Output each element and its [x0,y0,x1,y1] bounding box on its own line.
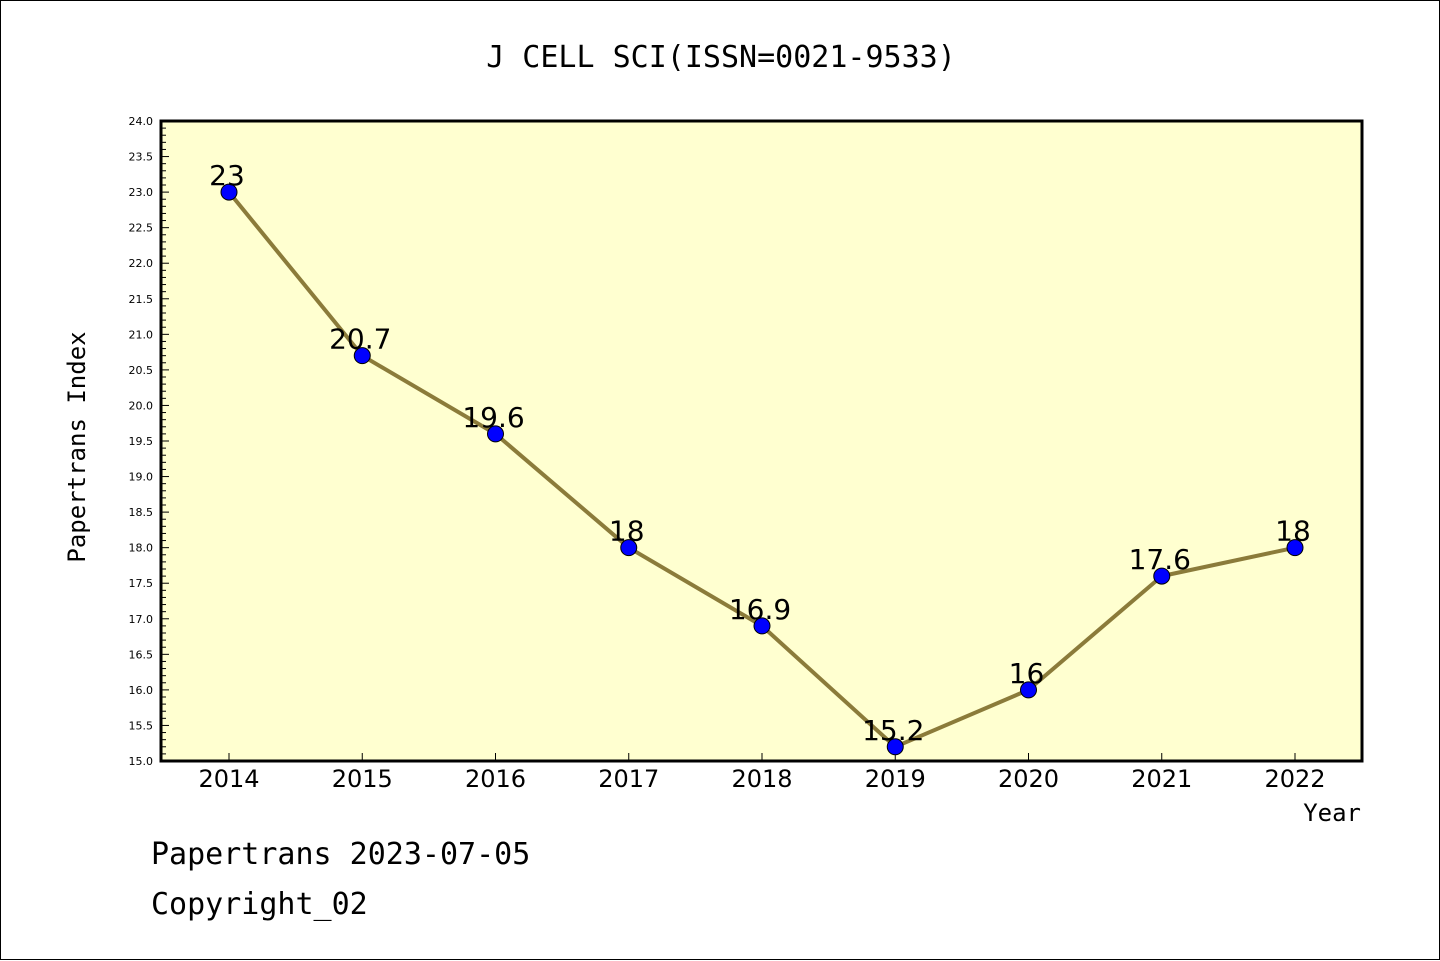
data-point [886,738,904,756]
data-label: 19.6 [462,401,524,434]
y-tick-label: 18.0 [129,542,154,555]
data-label: 15.2 [862,714,924,747]
x-tick-label: 2016 [465,765,526,793]
y-tick-label: 16.0 [129,684,154,697]
data-point [620,539,638,557]
footer-date: Papertrans 2023-07-05 [151,837,531,872]
y-axis-label: Papertrans Index [63,331,91,562]
data-label: 17.6 [1129,543,1191,576]
x-tick-label: 2014 [198,765,259,793]
x-tick-label: 2019 [865,765,926,793]
y-tick-label: 23.0 [129,186,154,199]
y-tick-label: 22.0 [129,257,154,270]
x-tick-label: 2020 [998,765,1059,793]
x-tick-label: 2017 [598,765,659,793]
y-tick-label: 15.5 [129,719,154,732]
data-point [1153,567,1171,585]
y-tick-label: 21.0 [129,328,154,341]
data-label: 18 [1275,515,1311,548]
data-point [487,425,504,443]
y-tick-label: 17.5 [129,577,154,590]
y-tick-label: 22.5 [129,222,154,235]
x-axis-label: Year [1303,799,1361,827]
data-point [1286,539,1304,557]
y-tick-label: 24.0 [129,115,154,128]
x-tick-label: 2022 [1264,765,1325,793]
y-tick-label: 20.0 [129,399,154,412]
y-tick-label: 15.0 [129,755,154,768]
y-axis-ticks: 15.0 15.5 16.0 16.5 17.0 17.5 18.0 18.5 19.0 19.5… [129,115,169,768]
y-tick-label: 18.5 [129,506,154,519]
data-label: 16 [1009,657,1045,690]
y-tick-label: 21.5 [129,293,154,306]
y-tick-label: 17.0 [129,613,154,626]
data-label: 20.7 [329,323,391,356]
data-point [1020,681,1037,699]
data-label: 16.9 [729,593,791,626]
y-tick-label: 23.5 [129,151,154,164]
data-point [753,617,771,635]
data-point [220,183,238,201]
y-tick-label: 19.0 [129,471,154,484]
x-tick-label: 2015 [332,765,393,793]
data-point [353,347,371,365]
x-tick-label: 2018 [731,765,792,793]
chart-title: J CELL SCI(ISSN=0021-9533) [486,40,956,75]
series-group: 23 20.7 19.6 18 16.9 15.2 16 17.6 18 [209,159,1311,756]
y-tick-label: 19.5 [129,435,154,448]
x-axis-ticks: 2014 2015 2016 2017 2018 2019 2020 2021 2022 [198,753,1326,793]
y-tick-label: 20.5 [129,364,154,377]
data-label: 23 [209,159,245,192]
y-tick-label: 16.5 [129,648,154,661]
x-tick-label: 2021 [1131,765,1192,793]
plot-area [159,119,1364,763]
data-label: 18 [609,515,645,548]
footer-copyright: Copyright_02 [151,887,368,922]
